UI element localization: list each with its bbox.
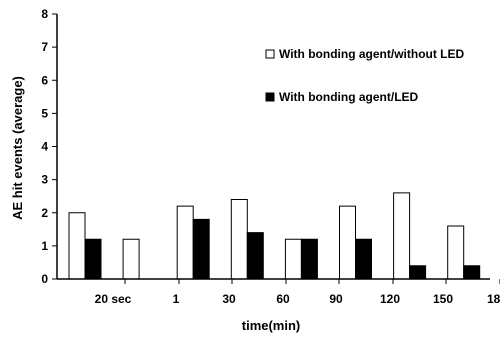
bar-with-led [84, 238, 102, 280]
bar-with-led [355, 238, 372, 280]
x-tick-label: 30 [222, 292, 236, 306]
y-axis-title: AE hit events (average) [10, 76, 25, 220]
bar-without-led [447, 225, 465, 280]
y-tick-label: 2 [41, 206, 48, 220]
y-tick-label: 3 [41, 173, 48, 187]
legend-label-without-led: With bonding agent/without LED [279, 47, 465, 61]
legend: With bonding agent/without LED With bond… [265, 47, 465, 104]
x-tick-label: 1 [173, 292, 180, 306]
x-axis-title: time(min) [242, 318, 301, 333]
x-axis-ticks: 20 sec 1 30 60 90 120 150 180 [95, 279, 500, 306]
x-tick-label: 90 [329, 292, 343, 306]
y-tick-label: 5 [41, 106, 48, 120]
x-tick-label: 60 [276, 292, 290, 306]
bar-with-led [192, 218, 210, 280]
y-tick-label: 7 [41, 40, 48, 54]
bar-with-led [300, 238, 318, 280]
bar-with-led [409, 265, 427, 280]
y-tick-label: 8 [41, 7, 48, 21]
x-tick-label: 180 [487, 292, 500, 306]
legend-swatch-led [265, 92, 275, 102]
bar-without-led [68, 212, 86, 280]
y-tick-label: 6 [41, 73, 48, 87]
y-tick-label: 0 [41, 272, 48, 286]
y-axis-ticks: 0 1 2 3 4 5 6 7 8 [41, 7, 57, 286]
y-tick-label: 1 [41, 239, 48, 253]
x-tick-label: 20 sec [95, 292, 132, 306]
bar-without-led [284, 238, 302, 280]
bar-with-led [246, 232, 264, 280]
bar-without-led [393, 192, 411, 280]
bar-with-led [463, 265, 481, 280]
bar-without-led [122, 238, 140, 280]
legend-label-led: With bonding agent/LED [279, 90, 419, 104]
y-tick-label: 4 [41, 140, 48, 154]
bar-without-led [176, 205, 194, 280]
bar-without-led [230, 199, 248, 280]
x-tick-label: 150 [433, 292, 453, 306]
bar-without-led [339, 205, 356, 280]
bars-layer [68, 192, 481, 280]
x-tick-label: 120 [380, 292, 400, 306]
legend-swatch-without-led [265, 49, 275, 59]
